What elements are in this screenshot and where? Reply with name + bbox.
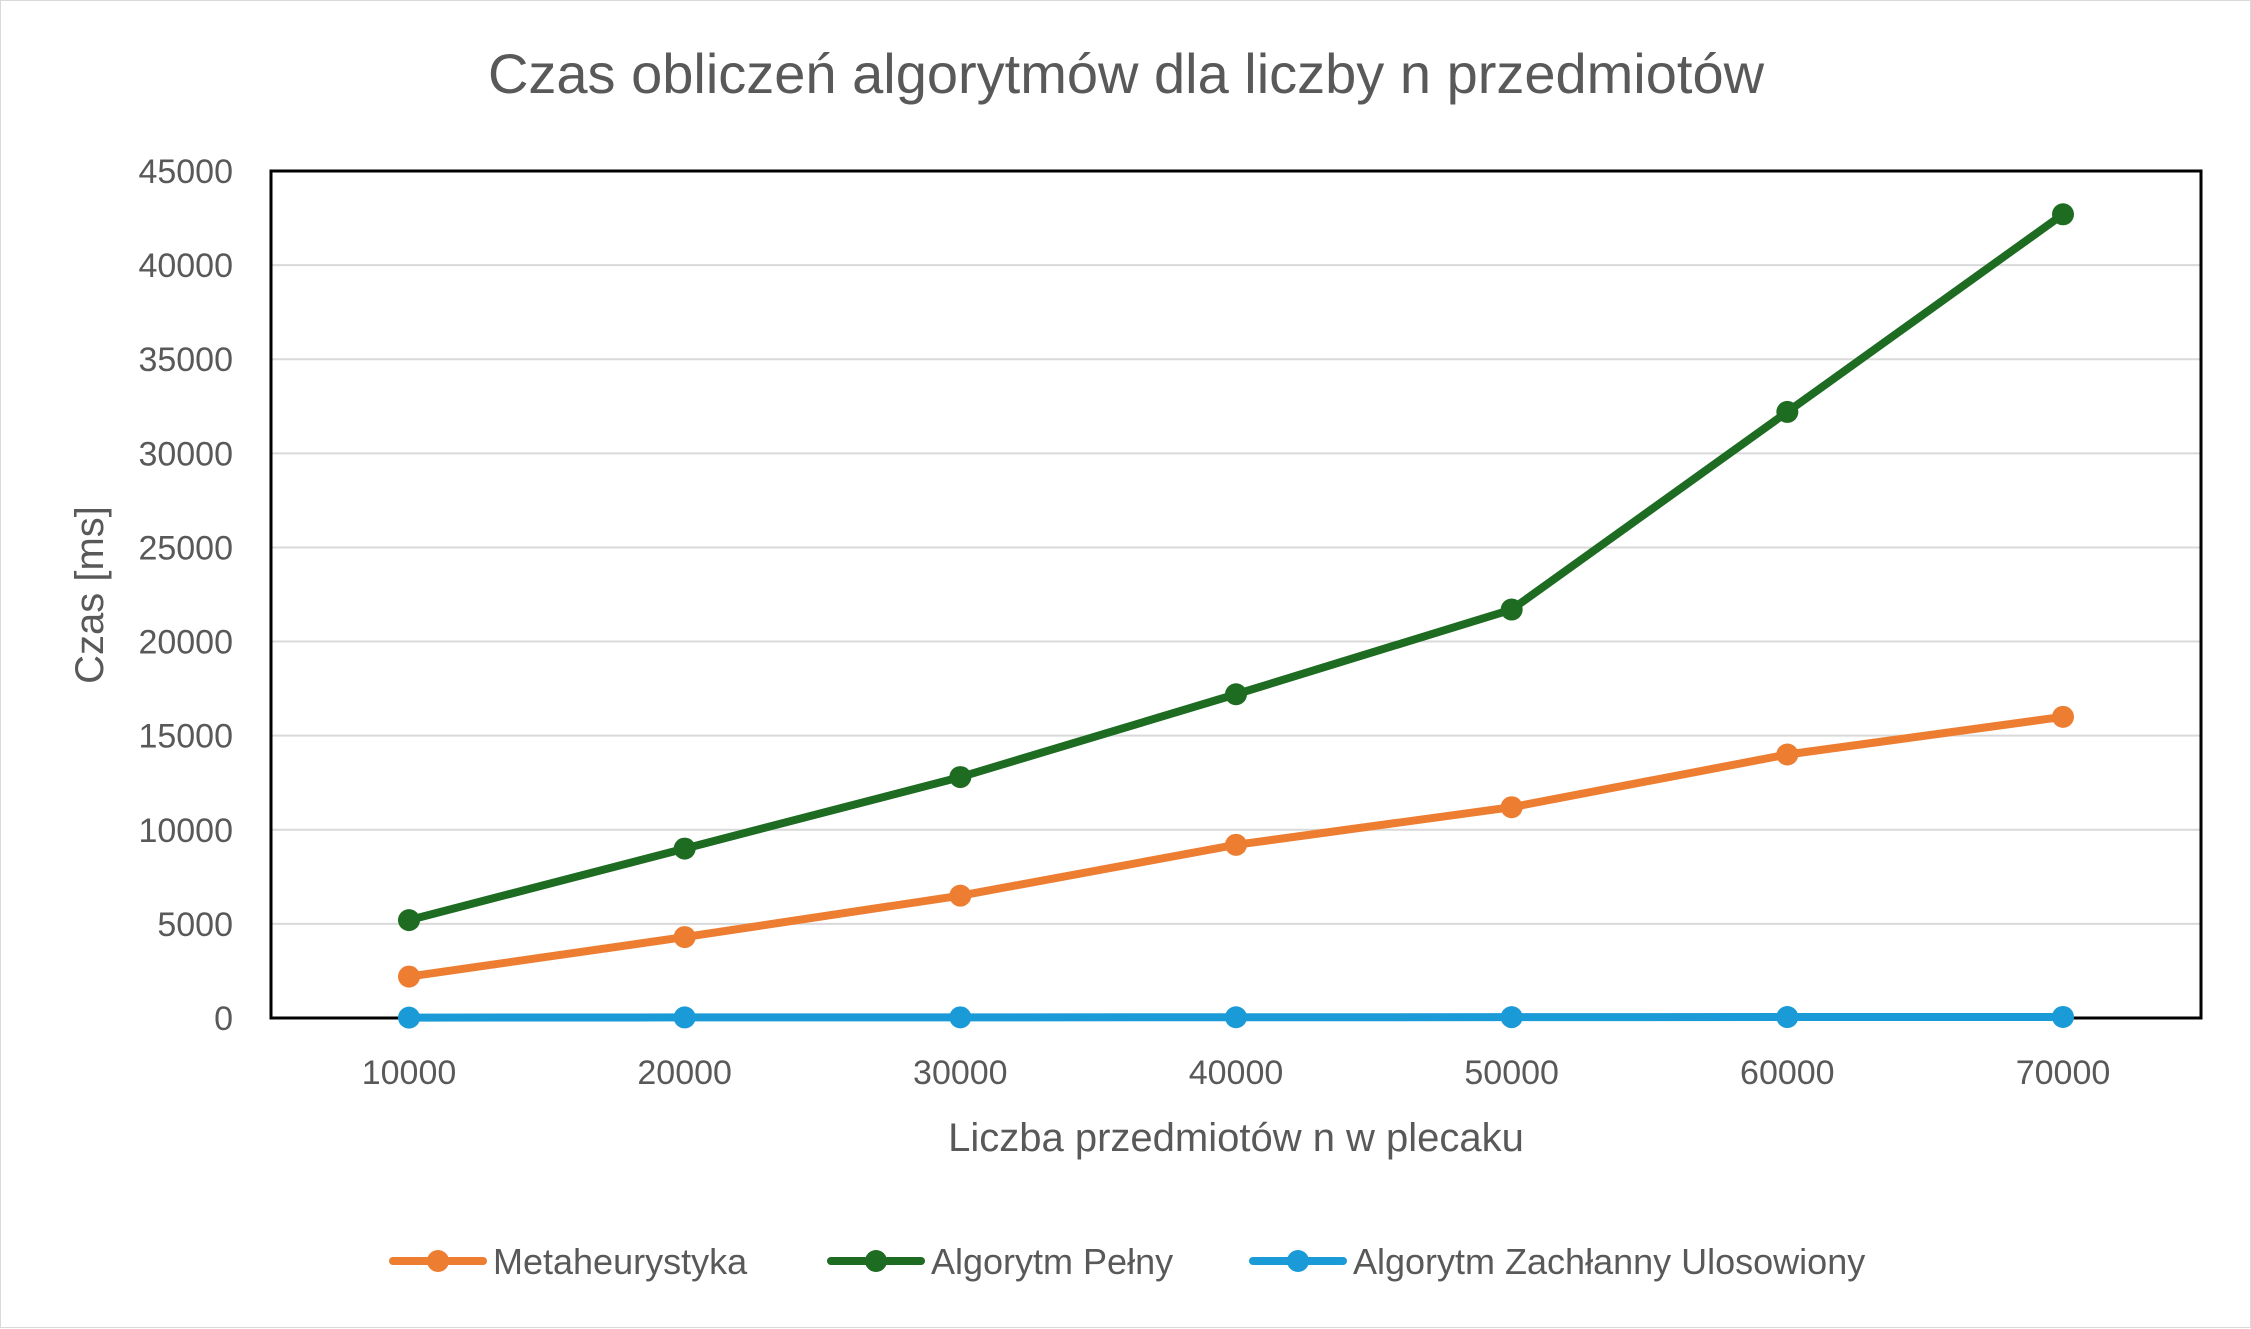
series-lines xyxy=(398,203,2074,1029)
legend-label: Algorytm Pełny xyxy=(931,1241,1173,1282)
x-tick-label: 20000 xyxy=(637,1054,732,1092)
legend-item: Algorytm Zachłanny Ulosowiony xyxy=(1249,1241,1865,1282)
y-axis-label: Czas [ms] xyxy=(68,506,112,684)
y-tick-label: 20000 xyxy=(138,624,233,662)
x-tick-label: 60000 xyxy=(1740,1054,1835,1092)
data-point xyxy=(1776,743,1799,766)
data-point xyxy=(1225,833,1247,856)
y-tick-label: 10000 xyxy=(138,812,233,850)
legend-label: Algorytm Zachłanny Ulosowiony xyxy=(1353,1241,1865,1282)
chart-title: Czas obliczeń algorytmów dla liczby n pr… xyxy=(488,42,1765,105)
x-tick-label: 10000 xyxy=(362,1054,457,1092)
series-group xyxy=(398,705,2074,988)
data-point xyxy=(2052,203,2074,226)
data-point xyxy=(398,965,420,988)
data-point xyxy=(1500,598,1523,621)
data-point xyxy=(398,909,420,932)
data-point xyxy=(1225,683,1247,706)
data-point xyxy=(949,766,972,789)
x-axis-label: Liczba przedmiotów n w plecaku xyxy=(948,1116,1524,1160)
y-tick-label: 0 xyxy=(214,1000,233,1038)
y-tick-label: 5000 xyxy=(157,906,233,944)
data-point xyxy=(2052,1005,2074,1028)
data-point xyxy=(949,884,972,907)
x-tick-label: 40000 xyxy=(1189,1054,1284,1092)
series-group xyxy=(398,1005,2074,1029)
data-point xyxy=(949,1006,972,1029)
data-point xyxy=(673,837,696,860)
y-tick-label: 15000 xyxy=(138,718,233,756)
data-point xyxy=(1500,1006,1523,1029)
data-point xyxy=(1776,400,1799,423)
data-point xyxy=(1225,1006,1247,1029)
data-point xyxy=(673,1006,696,1029)
legend-item: Algorytm Pełny xyxy=(827,1241,1173,1282)
x-axis-ticks: 10000 20000 30000 40000 50000 60000 70000 xyxy=(362,1054,2111,1092)
plot-area-border xyxy=(269,169,2203,1020)
legend-swatch-marker xyxy=(1287,1250,1309,1272)
y-tick-label: 40000 xyxy=(138,247,233,285)
x-tick-label: 30000 xyxy=(913,1054,1008,1092)
legend-swatch-marker xyxy=(865,1250,887,1272)
y-tick-label: 35000 xyxy=(138,341,233,379)
x-tick-label: 50000 xyxy=(1464,1054,1559,1092)
gridlines xyxy=(271,264,2201,1020)
y-axis-ticks: 0 5000 10000 15000 20000 25000 30000 35000 40000… xyxy=(138,153,233,1038)
legend-swatch-marker xyxy=(427,1250,449,1272)
legend-label: Metaheurystyka xyxy=(493,1241,748,1282)
legend-item: Metaheurystyka xyxy=(389,1241,748,1282)
series-group xyxy=(398,203,2074,932)
y-tick-label: 30000 xyxy=(138,435,233,473)
data-point xyxy=(673,926,696,949)
legend: Metaheurystyka Algorytm Pełny Algorytm Zac… xyxy=(389,1241,1865,1282)
data-point xyxy=(1776,1006,1799,1029)
y-tick-label: 45000 xyxy=(138,153,233,191)
data-point xyxy=(2052,705,2074,728)
x-tick-label: 70000 xyxy=(2016,1054,2111,1092)
series-line xyxy=(405,210,2067,925)
data-point xyxy=(398,1006,420,1029)
y-tick-label: 25000 xyxy=(138,529,233,567)
data-point xyxy=(1500,796,1523,819)
